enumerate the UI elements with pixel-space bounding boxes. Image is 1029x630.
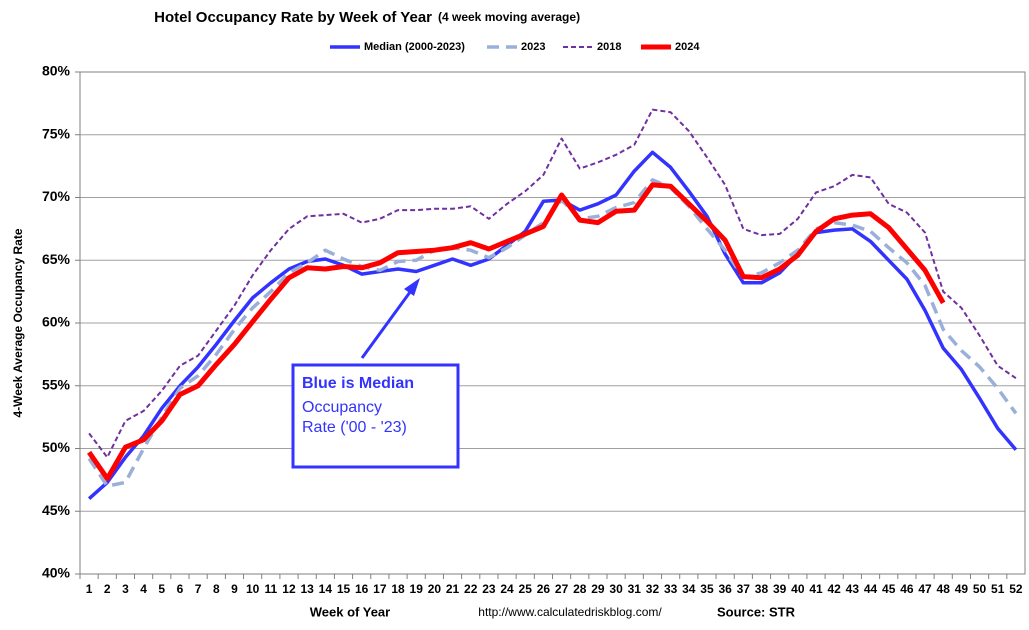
x-tick-label: 31 xyxy=(628,582,642,596)
annotation-text: Blue is Median xyxy=(302,375,414,392)
x-tick-label: 16 xyxy=(355,582,369,596)
x-tick-label: 40 xyxy=(791,582,805,596)
x-tick-label: 49 xyxy=(955,582,969,596)
x-tick-label: 12 xyxy=(282,582,296,596)
chart-title: Hotel Occupancy Rate by Week of Year xyxy=(154,9,432,26)
x-tick-label: 9 xyxy=(231,582,238,596)
chart-subtitle: (4 week moving average) xyxy=(438,10,580,24)
x-tick-label: 39 xyxy=(773,582,787,596)
legend-label: Median (2000-2023) xyxy=(364,41,465,53)
x-tick-label: 47 xyxy=(918,582,932,596)
x-tick-label: 38 xyxy=(755,582,769,596)
x-tick-label: 44 xyxy=(864,582,878,596)
x-tick-label: 13 xyxy=(300,582,314,596)
series-line xyxy=(88,108,1017,459)
y-tick-label: 65% xyxy=(42,251,71,267)
x-tick-label: 29 xyxy=(591,582,605,596)
legend-label: 2023 xyxy=(521,41,545,53)
x-tick-label: 33 xyxy=(664,582,678,596)
x-tick-label: 45 xyxy=(882,582,896,596)
x-tick-label: 25 xyxy=(519,582,533,596)
x-tick-label: 6 xyxy=(177,582,184,596)
x-tick-label: 5 xyxy=(158,582,165,596)
annotation-text: Rate ('00 - '23) xyxy=(302,419,407,436)
y-tick-label: 70% xyxy=(42,188,71,204)
x-tick-label: 48 xyxy=(937,582,951,596)
x-tick-label: 20 xyxy=(428,582,442,596)
x-tick-label: 46 xyxy=(900,582,914,596)
x-tick-label: 52 xyxy=(1009,582,1023,596)
y-axis-label: 4-Week Average Occupancy Rate xyxy=(11,228,25,417)
annotation-arrowhead xyxy=(404,278,420,296)
x-tick-label: 15 xyxy=(337,582,351,596)
x-tick-label: 14 xyxy=(319,582,333,596)
x-tick-label: 22 xyxy=(464,582,478,596)
x-tick-label: 32 xyxy=(646,582,660,596)
y-tick-label: 55% xyxy=(42,376,71,392)
annotation-box xyxy=(291,363,460,469)
x-tick-label: 19 xyxy=(410,582,424,596)
legend-label: 2024 xyxy=(675,41,700,53)
x-tick-label: 7 xyxy=(195,582,202,596)
x-tick-label: 43 xyxy=(846,582,860,596)
x-tick-label: 34 xyxy=(682,582,696,596)
legend-label: 2018 xyxy=(597,41,621,53)
y-tick-label: 45% xyxy=(42,502,71,518)
x-axis-label: Week of Year xyxy=(310,604,390,619)
x-tick-label: 30 xyxy=(609,582,623,596)
y-tick-label: 60% xyxy=(42,314,71,330)
x-tick-label: 28 xyxy=(573,582,587,596)
annotation-text: Occupancy xyxy=(302,399,382,416)
y-tick-label: 40% xyxy=(42,565,71,581)
source: Source: STR xyxy=(717,604,796,619)
x-tick-label: 51 xyxy=(991,582,1005,596)
x-tick-label: 4 xyxy=(140,582,147,596)
series-line xyxy=(87,150,1018,501)
x-tick-label: 18 xyxy=(391,582,405,596)
y-tick-label: 80% xyxy=(42,63,71,79)
x-tick-label: 11 xyxy=(264,582,277,596)
x-tick-label: 21 xyxy=(446,582,460,596)
x-tick-label: 1 xyxy=(86,582,93,596)
y-tick-label: 75% xyxy=(42,125,71,141)
x-tick-label: 35 xyxy=(700,582,714,596)
x-tick-label: 24 xyxy=(500,582,514,596)
series-line xyxy=(87,182,946,482)
x-tick-label: 17 xyxy=(373,582,387,596)
x-tick-label: 42 xyxy=(828,582,842,596)
x-tick-label: 8 xyxy=(213,582,220,596)
x-tick-label: 10 xyxy=(246,582,260,596)
x-tick-label: 26 xyxy=(537,582,551,596)
annotation-arrow xyxy=(360,287,415,359)
x-tick-label: 36 xyxy=(718,582,732,596)
x-tick-label: 41 xyxy=(809,582,823,596)
x-tick-label: 3 xyxy=(122,582,129,596)
x-tick-label: 50 xyxy=(973,582,987,596)
x-tick-label: 23 xyxy=(482,582,496,596)
y-tick-label: 50% xyxy=(42,439,71,455)
x-tick-label: 37 xyxy=(737,582,751,596)
plot-area: 40%45%50%55%60%65%70%75%80%1 2 3 4 5 6 7 8 9 10 11… xyxy=(42,63,1026,596)
x-tick-label: 27 xyxy=(555,582,569,596)
x-tick-label: 2 xyxy=(104,582,111,596)
source-url: http://www.calculatedriskblog.com/ xyxy=(478,605,662,619)
